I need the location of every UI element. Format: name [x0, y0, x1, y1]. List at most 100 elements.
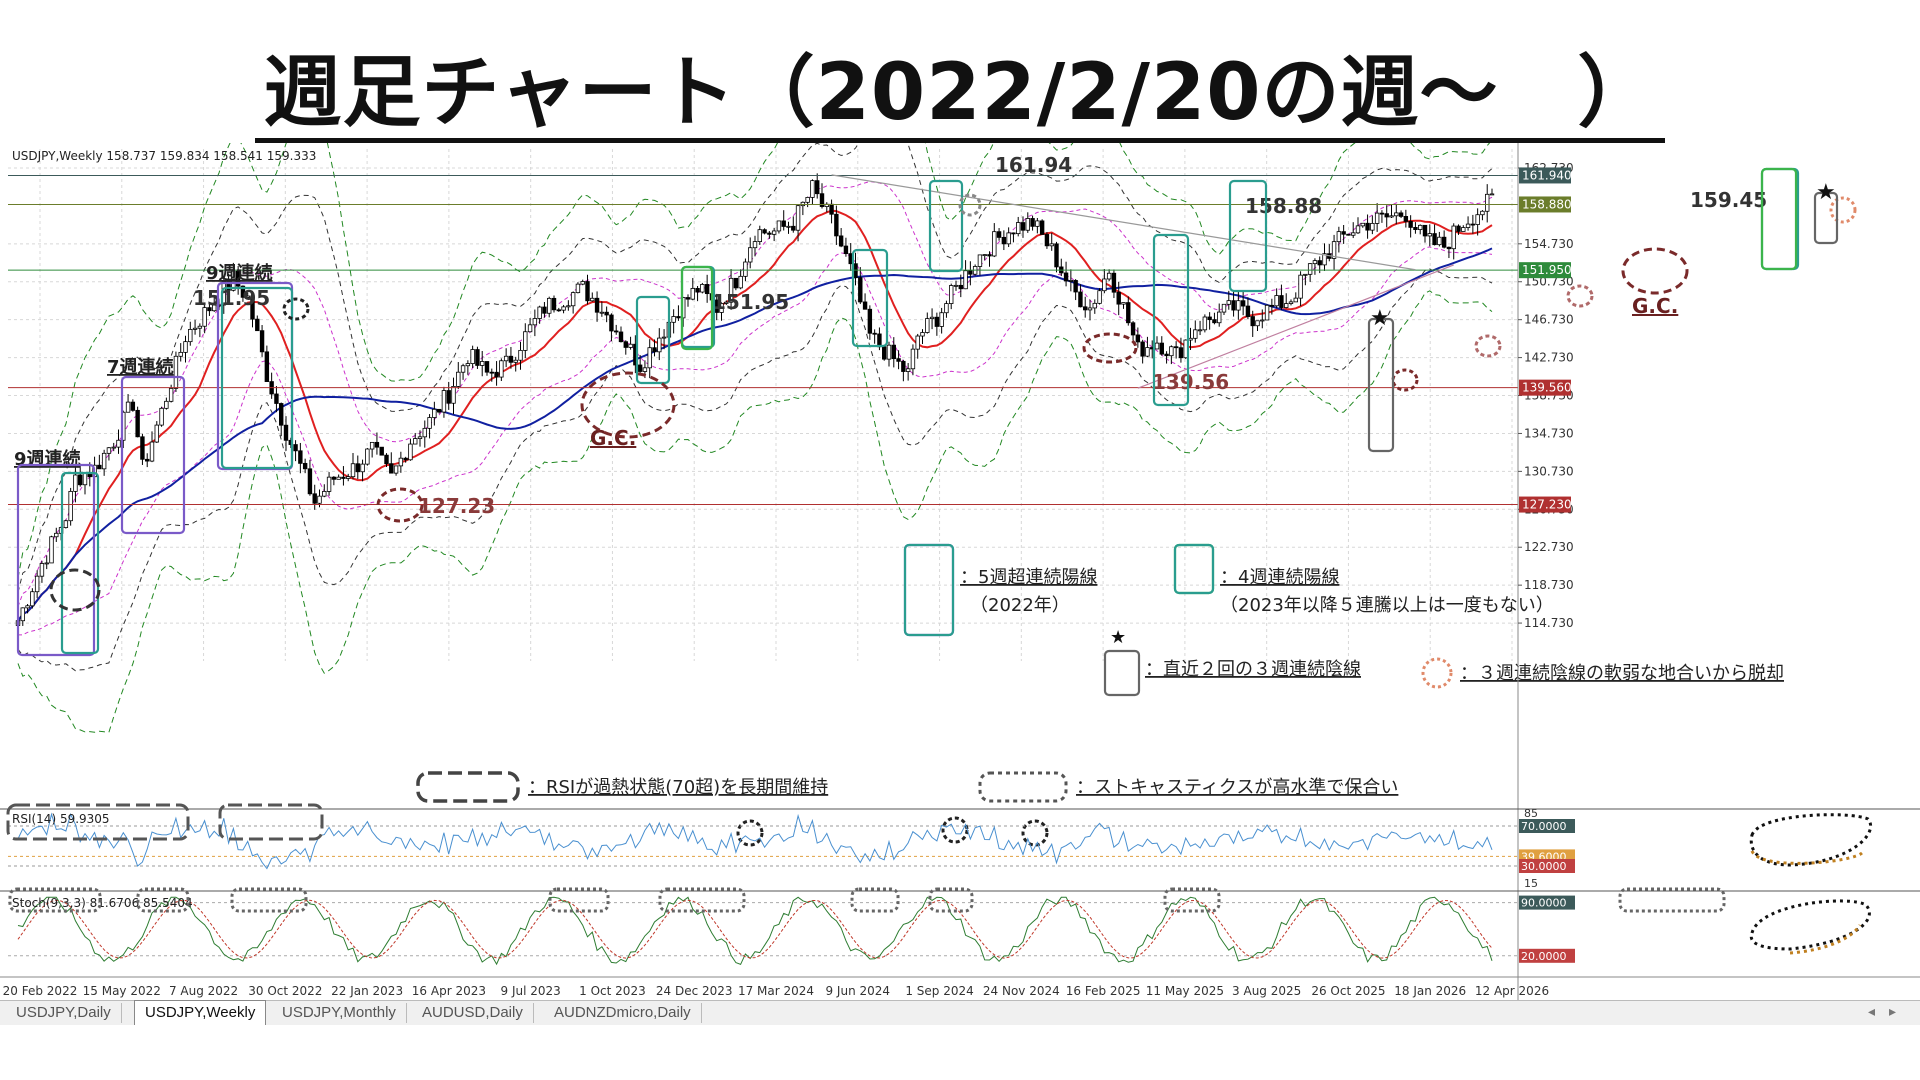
- candle-body: [815, 180, 820, 195]
- low-circle: [1391, 368, 1419, 392]
- rsi-overheat-box: [218, 803, 324, 841]
- price-tag-label: 151.950: [1522, 263, 1572, 277]
- support-trendline: [1137, 264, 1454, 389]
- rsi-level-tag: [1519, 859, 1575, 873]
- candle-body: [1197, 329, 1203, 332]
- candle-body: [958, 284, 963, 290]
- scroll-left-icon[interactable]: ◂: [1867, 1003, 1889, 1019]
- candle-body: [68, 490, 73, 522]
- candle-body: [365, 448, 370, 465]
- candle-body: [1193, 329, 1198, 339]
- candle-body: [149, 441, 155, 462]
- candle-body: [140, 436, 145, 460]
- legend-rsi-shape: [416, 771, 520, 803]
- candle-body: [1255, 320, 1260, 327]
- candle-body: [1030, 218, 1035, 227]
- candle-body: [1408, 221, 1413, 228]
- streak-box-teal: [60, 471, 100, 655]
- candle-body: [350, 463, 356, 478]
- band-upper-2: [17, 143, 1493, 593]
- candle-body: [1298, 274, 1303, 299]
- candle-body: [886, 344, 892, 360]
- candle-body: [1418, 224, 1423, 230]
- candle-body: [135, 409, 140, 438]
- candle-body: [561, 306, 566, 311]
- candle-body: [872, 332, 877, 335]
- candle-body: [298, 450, 303, 464]
- tab-usdjpy-monthly[interactable]: USDJPY,Monthly: [272, 1003, 407, 1023]
- low-label-139-56: 139.56: [1152, 370, 1229, 394]
- rsi-line: [17, 812, 1493, 870]
- high-label-158-88: 158.88: [1245, 194, 1322, 218]
- candle-body: [642, 367, 648, 372]
- candle-body: [101, 452, 107, 470]
- candle-body: [1116, 291, 1121, 305]
- candle-body: [331, 476, 337, 480]
- low-circle: [1474, 334, 1502, 358]
- candle-body: [451, 386, 456, 404]
- candle-body: [1451, 225, 1456, 250]
- streak-box-teal: [851, 248, 889, 348]
- candle-body: [1336, 231, 1342, 243]
- rsi-level-label: 70.0000: [1521, 820, 1567, 833]
- candle-body: [384, 454, 389, 465]
- candle-body: [609, 314, 614, 332]
- candle-body: [987, 254, 992, 257]
- candle-body: [977, 254, 983, 267]
- candle-body: [647, 347, 652, 369]
- candle-body: [1322, 253, 1327, 266]
- candle-body: [781, 220, 786, 227]
- candle-body: [1202, 316, 1208, 331]
- candle-body: [604, 311, 609, 316]
- candle-body: [1389, 215, 1394, 218]
- time-tick-label: 26 Oct 2025: [1311, 984, 1385, 998]
- candle-body: [173, 355, 179, 389]
- candle-body: [82, 473, 88, 486]
- candle-body: [1456, 225, 1461, 232]
- candle-body: [719, 303, 724, 313]
- candle-body: [949, 285, 954, 304]
- candle-body: [1025, 218, 1030, 231]
- candle-body: [599, 311, 605, 314]
- price-tag-label: 161.940: [1522, 168, 1572, 182]
- gc-circle: [1621, 247, 1689, 295]
- bearish-box: [1367, 317, 1395, 453]
- candle-body: [690, 288, 695, 300]
- candle-body: [724, 301, 729, 304]
- tab-usdjpy-weekly[interactable]: USDJPY,Weekly: [134, 1000, 267, 1025]
- time-tick-label: 3 Aug 2025: [1232, 984, 1301, 998]
- stoch-dotted-loop-orange: [1789, 924, 1862, 955]
- candle-body: [661, 336, 667, 339]
- candle-body: [240, 285, 246, 298]
- candle-body: [25, 605, 30, 609]
- stoch-label: Stoch(9,3,3) 81.6706 85.5404: [12, 896, 193, 910]
- candle-body: [590, 297, 595, 302]
- tab-audnzdmicro-daily[interactable]: AUDNZDmicro,Daily: [544, 1003, 702, 1023]
- streak-box-purple: [120, 375, 186, 535]
- candle-body: [786, 225, 791, 228]
- price-tag-label: 127.230: [1522, 498, 1572, 512]
- tab-scroll-arrows[interactable]: ◂▸: [1868, 1003, 1910, 1020]
- tab-usdjpy-daily[interactable]: USDJPY,Daily: [6, 1003, 122, 1023]
- candle-body: [1274, 295, 1279, 307]
- candle-body: [618, 331, 624, 343]
- candle-body: [676, 316, 681, 319]
- candle-body: [480, 361, 485, 366]
- candle-body: [1489, 193, 1495, 196]
- tab-audusd-daily[interactable]: AUDUSD,Daily: [412, 1003, 534, 1023]
- candle-body: [422, 427, 427, 438]
- candle-body: [867, 308, 873, 334]
- time-tick-label: 11 May 2025: [1146, 984, 1224, 998]
- candle-body: [1437, 236, 1442, 246]
- chart-canvas[interactable]: 161.94 158.88 151.95 151.95 159.45 139.56 127.…: [0, 143, 1920, 1000]
- stoch-dotted-box: [8, 887, 102, 913]
- candle-body: [393, 465, 399, 474]
- candle-body: [1231, 300, 1236, 311]
- candle-body: [34, 575, 40, 593]
- streak-box-teal: [1152, 233, 1190, 407]
- candle-body: [1260, 319, 1265, 322]
- chart-window[interactable]: 161.94 158.88 151.95 151.95 159.45 139.56 127.…: [0, 143, 1920, 1000]
- candle-body: [1164, 353, 1169, 357]
- scroll-right-icon[interactable]: ▸: [1888, 1003, 1910, 1019]
- candle-body: [925, 318, 930, 333]
